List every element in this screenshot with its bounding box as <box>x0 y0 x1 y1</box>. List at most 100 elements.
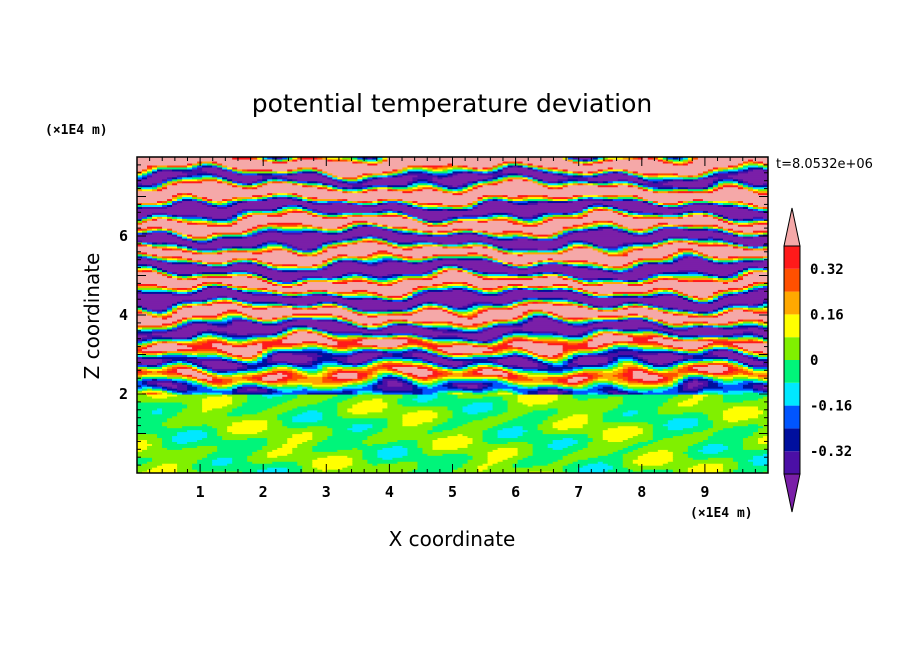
field-cell <box>552 316 559 320</box>
field-cell <box>577 281 584 284</box>
field-cell <box>712 421 768 425</box>
field-cell <box>207 409 233 413</box>
field-cell <box>622 411 639 415</box>
field-cell <box>402 313 414 316</box>
field-cell <box>192 376 198 379</box>
field-cell <box>172 392 178 395</box>
field-cell <box>222 356 228 360</box>
field-cell <box>232 431 258 435</box>
field-cell <box>422 301 429 304</box>
field-cell <box>712 419 729 423</box>
field-cell <box>692 299 699 302</box>
field-cell <box>272 348 278 352</box>
field-cell <box>282 322 348 326</box>
field-cell <box>567 354 574 358</box>
field-cell <box>762 257 768 261</box>
field-cell <box>162 421 233 425</box>
field-cell <box>272 249 288 253</box>
field-cell <box>657 322 664 326</box>
field-cell <box>552 332 559 336</box>
field-cell <box>737 269 744 273</box>
field-cell <box>292 451 363 454</box>
field-cell <box>227 360 233 364</box>
field-cell <box>652 366 669 369</box>
field-cell <box>257 358 263 362</box>
field-cell <box>557 354 564 358</box>
field-cell <box>492 257 499 261</box>
field-cell <box>727 320 734 324</box>
field-cell <box>402 360 414 364</box>
field-cell <box>402 352 414 356</box>
field-cell <box>262 429 333 433</box>
field-cell <box>577 348 594 352</box>
field-cell <box>422 322 449 326</box>
field-cell <box>137 316 163 320</box>
field-cell <box>212 322 228 326</box>
field-cell <box>422 293 479 296</box>
field-cell <box>137 459 153 462</box>
field-cell <box>282 390 293 393</box>
field-cell <box>672 457 694 460</box>
field-cell <box>292 376 308 379</box>
field-cell <box>572 275 579 279</box>
field-cell <box>727 360 734 364</box>
field-cell <box>427 291 474 294</box>
field-cell <box>442 289 454 292</box>
field-cell <box>617 346 629 350</box>
field-cell <box>512 382 519 385</box>
field-cell <box>422 271 429 275</box>
field-cell <box>392 275 399 279</box>
field-cell <box>612 307 619 310</box>
field-cell <box>407 344 419 348</box>
field-cell <box>377 431 429 435</box>
field-cell <box>342 293 358 296</box>
field-cell <box>752 287 759 290</box>
field-cell <box>227 394 248 397</box>
field-cell <box>582 372 589 375</box>
field-cell <box>572 370 579 373</box>
field-cell <box>212 332 218 336</box>
field-cell <box>317 346 323 350</box>
field-cell <box>232 356 238 360</box>
field-cell <box>407 309 414 312</box>
field-cell <box>467 364 474 367</box>
field-cell <box>277 316 283 320</box>
field-cell <box>192 362 198 365</box>
field-cell <box>532 275 539 279</box>
field-cell <box>457 467 479 470</box>
field-cell <box>722 397 759 401</box>
field-cell <box>622 457 639 460</box>
field-cell <box>417 461 469 464</box>
field-cell <box>177 348 198 352</box>
field-cell <box>402 378 409 381</box>
field-cell <box>637 455 674 458</box>
field-cell <box>437 368 444 371</box>
field-cell <box>657 293 664 296</box>
field-cell <box>477 293 484 296</box>
field-cell <box>227 429 263 433</box>
field-cell <box>507 401 524 405</box>
field-cell <box>372 423 388 427</box>
field-cell <box>712 279 719 283</box>
field-cell <box>262 346 268 350</box>
field-cell <box>687 380 694 383</box>
field-cell <box>317 352 333 356</box>
field-cell <box>272 366 278 369</box>
field-cell <box>682 364 689 367</box>
field-cell <box>277 455 328 458</box>
field-cell <box>162 409 183 413</box>
field-cell <box>417 465 464 468</box>
field-cell <box>347 409 383 413</box>
field-cell <box>467 283 474 286</box>
field-cell <box>312 303 318 306</box>
field-cell <box>332 374 358 377</box>
field-cell <box>612 370 624 373</box>
field-cell <box>162 350 168 354</box>
field-cell <box>267 265 273 269</box>
field-cell <box>327 247 404 251</box>
field-cell <box>587 457 624 460</box>
field-cell <box>292 390 343 393</box>
field-cell <box>317 245 323 249</box>
field-cell <box>232 247 238 251</box>
field-cell <box>707 322 719 326</box>
